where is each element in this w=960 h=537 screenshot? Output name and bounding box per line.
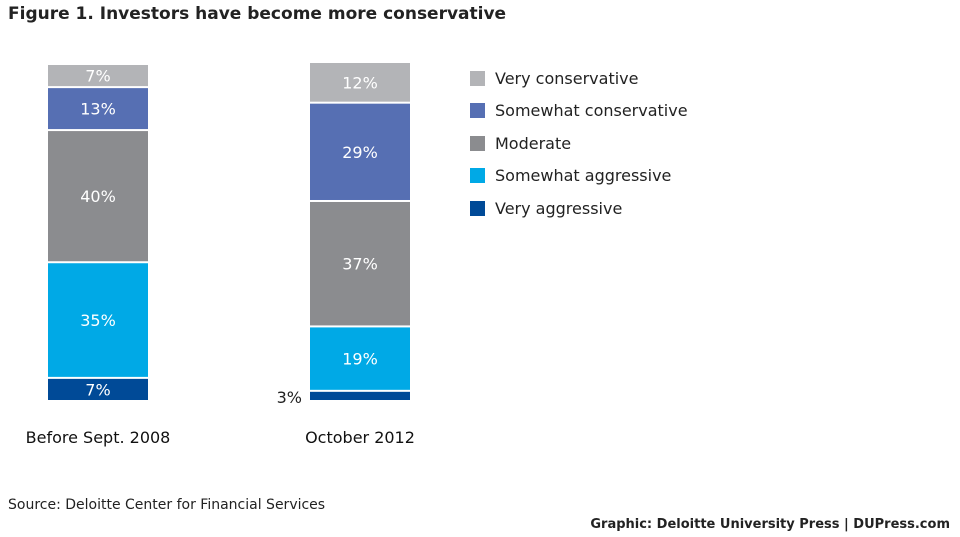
legend-label: Somewhat conservative — [495, 101, 688, 121]
data-label: 7% — [85, 67, 110, 86]
legend-item: Somewhat aggressive — [470, 160, 688, 193]
data-label: 37% — [342, 255, 378, 274]
bar-segment-very-aggressive-0 — [48, 378, 148, 400]
data-label: 7% — [85, 380, 110, 399]
bar-segment-somewhat-aggressive-1 — [310, 327, 410, 390]
data-label: 35% — [80, 311, 116, 330]
legend-label: Very conservative — [495, 68, 639, 88]
legend-item: Very aggressive — [470, 192, 688, 225]
source-note: Source: Deloitte Center for Financial Se… — [8, 497, 326, 513]
chart-title: Figure 1. Investors have become more con… — [8, 4, 507, 24]
data-label: 3% — [277, 388, 302, 407]
bar-segment-somewhat-aggressive-0 — [48, 263, 148, 377]
legend-swatch — [470, 103, 485, 119]
data-label: 12% — [342, 73, 378, 92]
data-label: 13% — [80, 100, 116, 119]
legend-item: Moderate — [470, 127, 688, 160]
legend-swatch — [470, 135, 485, 151]
category-label: Before Sept. 2008 — [26, 428, 171, 447]
legend-label: Moderate — [495, 133, 572, 153]
legend-swatch — [470, 70, 485, 86]
legend-item: Somewhat conservative — [470, 95, 688, 128]
bar-segment-moderate-0 — [48, 131, 148, 262]
data-label: 19% — [342, 350, 378, 369]
credit-line: Graphic: Deloitte University Press | DUP… — [590, 517, 950, 532]
bar-segment-very-aggressive-1 — [310, 391, 410, 400]
legend-label: Somewhat aggressive — [495, 166, 672, 186]
bar-segment-very-conservative-1 — [310, 63, 410, 102]
category-label: October 2012 — [305, 428, 415, 447]
bar-segment-moderate-1 — [310, 201, 410, 326]
data-label: 29% — [342, 143, 378, 162]
chart-legend: Very conservative Somewhat conservative Mo… — [470, 62, 688, 225]
bar-segment-very-conservative-0 — [48, 65, 148, 87]
legend-swatch — [470, 200, 485, 216]
legend-label: Very aggressive — [495, 198, 623, 218]
legend-item: Very conservative — [470, 62, 688, 95]
data-label: 40% — [80, 187, 116, 206]
bar-segment-somewhat-conservative-0 — [48, 88, 148, 130]
legend-swatch — [470, 168, 485, 184]
bar-segment-somewhat-conservative-1 — [310, 103, 410, 200]
